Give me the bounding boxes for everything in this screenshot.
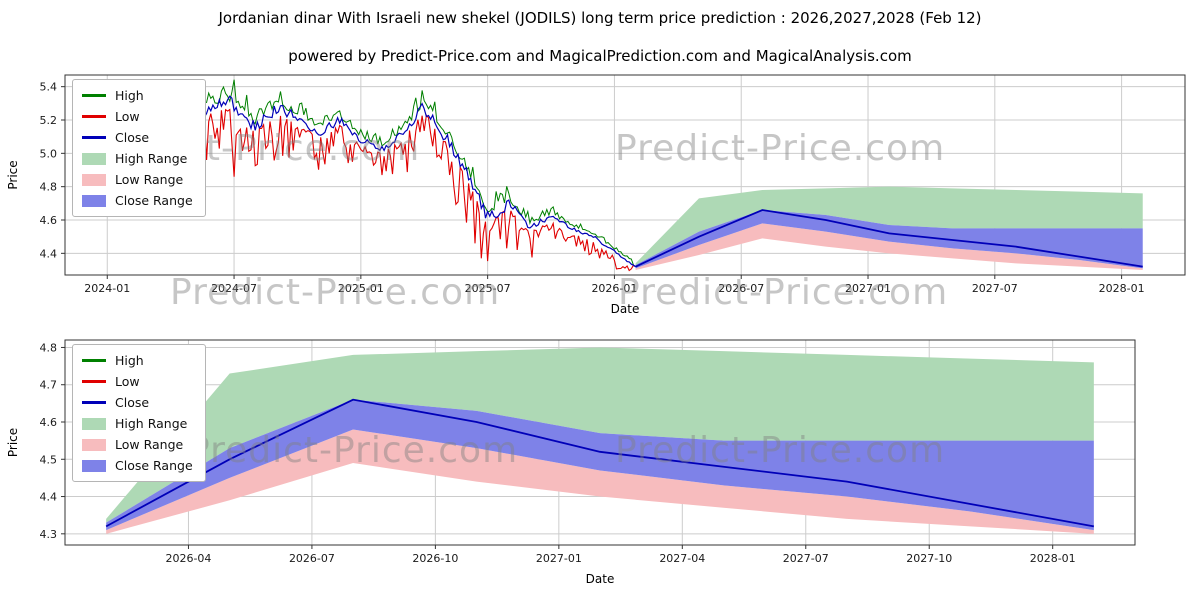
svg-text:2026-07: 2026-07	[718, 282, 764, 295]
svg-text:5.2: 5.2	[40, 114, 58, 127]
svg-text:2024-01: 2024-01	[84, 282, 130, 295]
svg-text:2024-07: 2024-07	[211, 282, 257, 295]
svg-text:2028-01: 2028-01	[1099, 282, 1145, 295]
svg-text:4.4: 4.4	[40, 491, 58, 504]
svg-text:4.6: 4.6	[40, 214, 58, 227]
page-title: Jordanian dinar With Israeli new shekel …	[218, 9, 982, 27]
svg-text:2027-01: 2027-01	[536, 552, 582, 565]
svg-text:4.8: 4.8	[40, 181, 58, 194]
svg-text:2026-10: 2026-10	[412, 552, 458, 565]
svg-text:5.4: 5.4	[40, 81, 58, 94]
svg-text:2027-07: 2027-07	[972, 282, 1018, 295]
svg-text:2026-01: 2026-01	[591, 282, 637, 295]
svg-text:2028-01: 2028-01	[1030, 552, 1076, 565]
svg-text:2026-07: 2026-07	[289, 552, 335, 565]
svg-text:4.8: 4.8	[40, 341, 58, 354]
svg-text:Price: Price	[6, 428, 20, 457]
svg-text:2026-04: 2026-04	[165, 552, 211, 565]
svg-text:4.7: 4.7	[40, 379, 58, 392]
svg-text:4.4: 4.4	[40, 247, 58, 260]
page-subtitle: powered by Predict-Price.com and Magical…	[288, 47, 912, 65]
svg-text:2027-04: 2027-04	[659, 552, 705, 565]
svg-text:2027-07: 2027-07	[783, 552, 829, 565]
svg-text:5.0: 5.0	[40, 147, 58, 160]
svg-text:Price: Price	[6, 160, 20, 189]
svg-text:2025-07: 2025-07	[465, 282, 511, 295]
svg-text:2025-01: 2025-01	[338, 282, 384, 295]
svg-text:4.6: 4.6	[40, 416, 58, 429]
svg-text:Date: Date	[586, 572, 615, 586]
svg-text:2027-10: 2027-10	[906, 552, 952, 565]
svg-text:4.5: 4.5	[40, 453, 58, 466]
svg-text:4.3: 4.3	[40, 528, 58, 541]
svg-text:2027-01: 2027-01	[845, 282, 891, 295]
svg-text:Date: Date	[611, 302, 640, 316]
